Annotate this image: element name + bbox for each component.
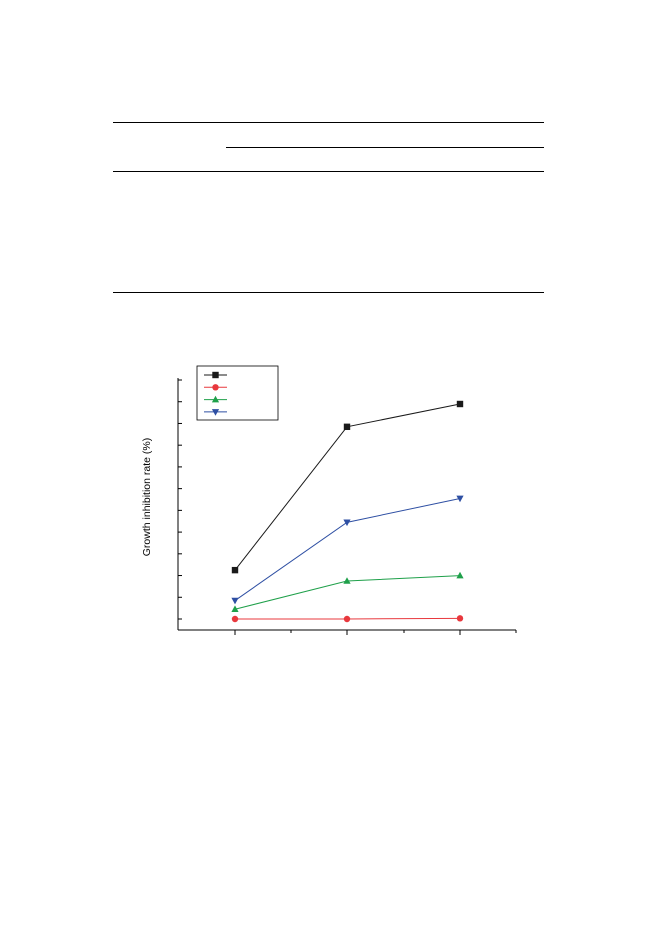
- series-2-point: [343, 615, 351, 623]
- series-1-point: [231, 566, 239, 574]
- table-header-rule: [113, 171, 544, 172]
- series-3-point: [231, 605, 239, 613]
- table-header-subrule: [226, 147, 544, 148]
- series-1: [231, 400, 464, 574]
- y-axis-label: Growth inhibition rate (%): [141, 438, 153, 556]
- series-4-line: [234, 497, 461, 601]
- series-4-point: [343, 519, 351, 527]
- series-1-point: [343, 423, 351, 431]
- chart-series-layer: [231, 400, 464, 623]
- series-3: [231, 571, 464, 613]
- series-2-point: [456, 615, 464, 622]
- series-3-point: [456, 571, 464, 579]
- legend-marker-2: [212, 384, 219, 391]
- series-2: [231, 615, 464, 623]
- legend-marker-1: [212, 371, 219, 379]
- table-bottom-rule: [113, 292, 544, 293]
- series-3-point: [343, 577, 351, 584]
- chart-axes: [177, 378, 517, 635]
- legend-marker-4: [211, 409, 220, 416]
- chart-legend: [196, 365, 279, 421]
- series-4-point: [456, 495, 464, 503]
- series-1-point: [456, 400, 464, 408]
- series-4-point: [231, 597, 239, 605]
- legend-marker-3: [211, 395, 220, 403]
- series-2-point: [231, 615, 239, 623]
- table-top-rule: [113, 122, 544, 123]
- series-4: [231, 495, 464, 605]
